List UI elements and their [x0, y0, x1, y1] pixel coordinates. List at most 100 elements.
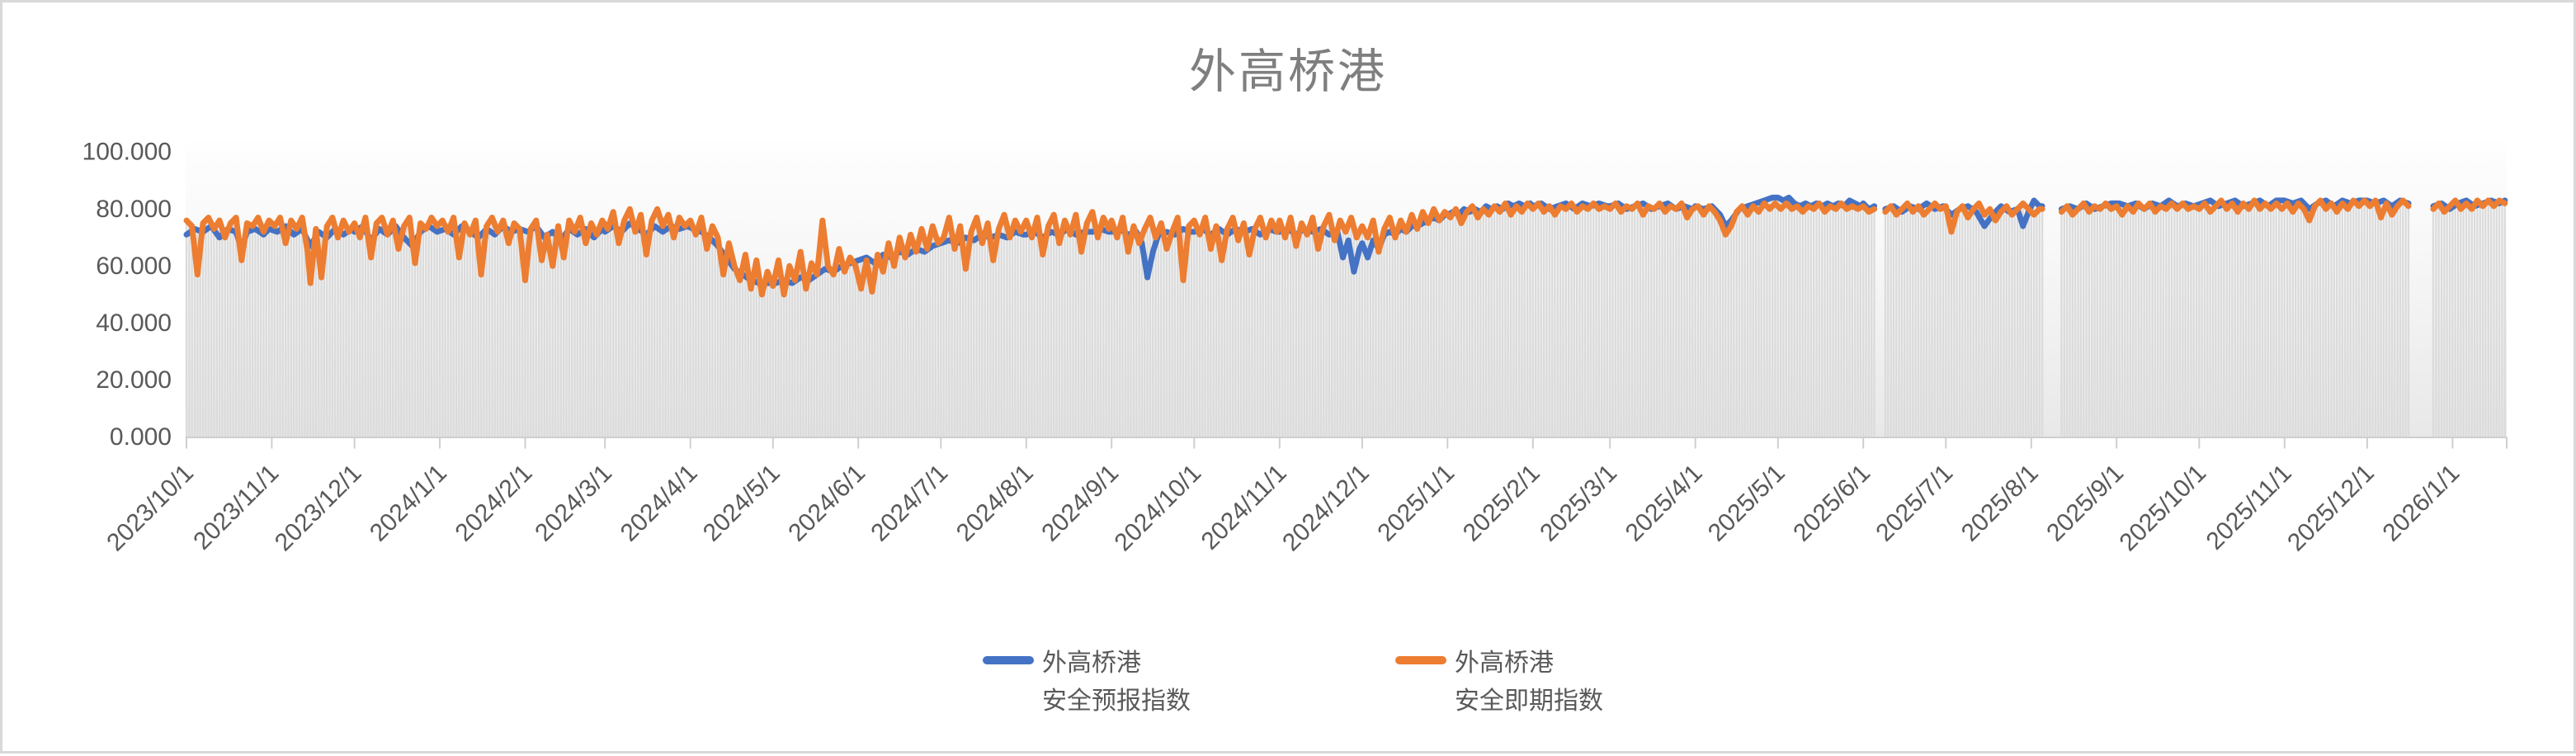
daily-bar [543, 237, 545, 437]
daily-bar [1507, 203, 1509, 437]
daily-bar [2088, 205, 2090, 437]
daily-bar [281, 228, 284, 437]
daily-bar [452, 217, 455, 437]
daily-bar [248, 224, 251, 437]
daily-bar [2066, 206, 2069, 437]
daily-bar [625, 215, 629, 437]
daily-bar [1206, 233, 1210, 437]
daily-bar [2209, 200, 2211, 437]
daily-bar [656, 209, 658, 437]
daily-bar [2145, 206, 2149, 437]
daily-bar [615, 227, 617, 437]
daily-bar [664, 220, 667, 437]
daily-bar [496, 231, 499, 437]
daily-bar [1713, 209, 1716, 437]
daily-bar [2041, 206, 2044, 437]
daily-bar [1286, 227, 1289, 437]
daily-bar [1642, 203, 1644, 437]
chart-legend: 外高桥港 安全预报指数 外高桥港 安全即期指数 [2, 645, 2574, 735]
daily-bar [882, 254, 885, 437]
daily-bar [800, 252, 802, 437]
daily-bar [1311, 217, 1314, 437]
daily-bar [1424, 217, 1427, 437]
daily-bar [1914, 208, 1917, 437]
daily-bar [1482, 209, 1484, 437]
daily-bar [1102, 217, 1105, 437]
daily-bar [2022, 203, 2024, 437]
daily-bar [1053, 215, 1055, 437]
daily-bar [397, 229, 400, 437]
legend-spot-line2: 安全即期指数 [1455, 687, 1603, 715]
daily-bar [2498, 200, 2501, 437]
daily-bar [351, 227, 353, 437]
daily-bar [2149, 203, 2151, 437]
daily-bar [2316, 203, 2319, 437]
daily-bar [2151, 203, 2154, 437]
daily-bar [907, 246, 909, 437]
daily-bar [1039, 235, 1041, 437]
daily-bar [1465, 210, 1468, 437]
x-axis-label: 2025/8/1 [1956, 460, 2044, 547]
daily-bar [2162, 204, 2165, 437]
daily-bar [1630, 207, 1634, 437]
daily-bar [361, 226, 364, 437]
daily-bar [2093, 206, 2096, 437]
daily-bar [1829, 205, 1832, 437]
daily-bar [1276, 231, 1278, 437]
daily-bar [1416, 226, 1418, 437]
daily-bar [2201, 203, 2203, 437]
legend-forecast-line2: 安全预报指数 [1042, 687, 1191, 715]
daily-bar [2295, 202, 2297, 437]
daily-bar [1805, 203, 1807, 437]
daily-bar [386, 234, 389, 437]
daily-bar [1295, 234, 1297, 437]
daily-bar [730, 254, 733, 437]
daily-bar [1925, 203, 1928, 437]
daily-bar [554, 234, 557, 437]
daily-bar [2248, 204, 2250, 437]
forecast-line-swatch [983, 656, 1034, 664]
daily-bar [857, 260, 860, 437]
daily-bar [392, 220, 394, 437]
daily-bar [2099, 207, 2102, 437]
daily-bar [887, 243, 890, 437]
daily-bar [400, 234, 403, 437]
daily-bar [2402, 200, 2404, 437]
daily-bar [1058, 234, 1060, 437]
daily-bar [557, 226, 559, 437]
daily-bar [2011, 210, 2013, 437]
daily-bar [1008, 235, 1011, 437]
daily-bar [1589, 206, 1592, 437]
daily-bar [1680, 203, 1683, 437]
daily-bar [273, 226, 276, 437]
daily-bar [1336, 230, 1338, 437]
daily-bar [2091, 207, 2093, 437]
daily-bar [592, 229, 595, 437]
daily-bar [1074, 215, 1077, 437]
daily-bar [1628, 207, 1630, 437]
daily-bar [318, 231, 320, 437]
daily-bar [268, 220, 271, 437]
daily-bar [2253, 200, 2256, 437]
daily-bar [1735, 211, 1738, 437]
daily-bar [2060, 209, 2063, 437]
y-axis-label: 60.000 [96, 253, 172, 280]
daily-bar [928, 237, 932, 437]
daily-bar [2349, 203, 2352, 437]
x-axis-label: 2023/10/1 [101, 460, 199, 557]
daily-bar [229, 223, 232, 437]
daily-bar [2168, 200, 2170, 437]
daily-bar [1999, 206, 2003, 437]
daily-bar [1509, 205, 1512, 437]
daily-bar [2448, 206, 2451, 437]
daily-bar [405, 221, 408, 437]
daily-bar [301, 217, 304, 437]
daily-bar [2308, 209, 2310, 437]
daily-bar [1782, 200, 1785, 437]
daily-bar [408, 217, 411, 437]
daily-bar [1634, 206, 1636, 437]
daily-bar [238, 239, 240, 437]
daily-bar [1375, 236, 1377, 437]
daily-bar [1813, 205, 1815, 437]
